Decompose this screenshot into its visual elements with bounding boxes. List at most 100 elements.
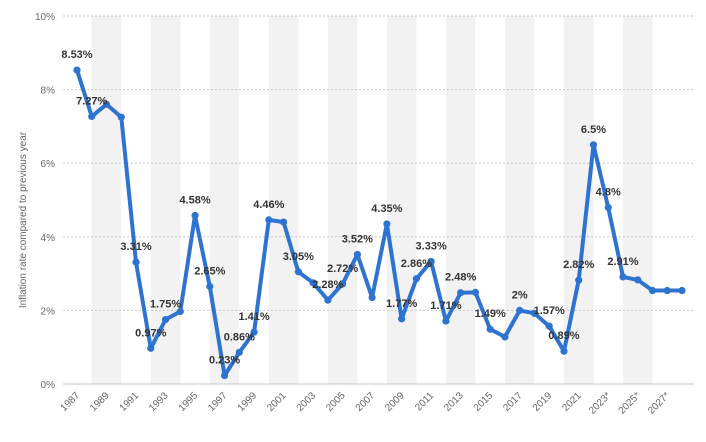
data-label: 8.53% [61,49,92,61]
data-point[interactable] [250,328,258,336]
data-point[interactable] [412,275,420,283]
data-label: 2.91% [607,256,638,268]
data-point[interactable] [427,257,435,266]
data-point[interactable] [220,371,229,380]
x-tick-label: 2021 [560,390,584,414]
background-band [209,16,240,384]
data-label: 1.71% [430,300,461,312]
data-label: 7.27% [76,95,107,107]
data-point[interactable] [324,296,332,304]
background-band [386,16,417,384]
x-tick-label: 2007 [354,390,378,414]
background-band [268,16,299,384]
data-point[interactable] [648,286,657,295]
data-point[interactable] [501,333,509,341]
data-label: 0.89% [548,330,579,342]
x-axis-ticks: 1987 1989 1991 1993 1995 1997 1999 2001 2003 2005… [59,390,673,417]
data-point[interactable] [73,66,81,74]
data-label: 2.82% [563,259,594,271]
data-point[interactable] [663,286,671,295]
y-axis-label: Inflation rate compared to previous year [18,131,29,308]
data-label: 4.58% [179,194,210,206]
data-point[interactable] [88,112,96,121]
data-label: 4.8% [596,186,621,198]
data-point[interactable] [339,280,347,288]
x-tick-label: 1999 [236,390,260,414]
x-tick-label: 2003 [295,390,319,414]
data-point[interactable] [589,141,598,149]
x-tick-label: 2011 [413,390,436,413]
data-label: 2.86% [401,258,432,270]
x-tick-label: 2015 [472,390,496,414]
data-point[interactable] [265,216,273,224]
data-label: 2.28% [312,279,343,291]
data-point[interactable] [530,309,539,317]
data-point[interactable] [176,307,184,316]
data-point[interactable] [471,288,480,296]
x-tick-label: 1993 [147,390,171,414]
y-tick-label: 4% [41,233,56,244]
x-tick-label: 1995 [177,390,201,414]
x-tick-label: 2001 [265,390,289,414]
data-point[interactable] [486,325,494,333]
data-point[interactable] [383,220,391,228]
x-tick-label: 1991 [118,390,142,414]
data-point[interactable] [619,273,627,281]
data-point[interactable] [117,113,125,121]
y-tick-label: 2% [41,306,56,317]
data-label: 0.23% [209,355,240,367]
data-point[interactable] [368,293,376,302]
data-label: 4.35% [371,203,402,215]
data-points [73,66,686,380]
x-tick-label: 2027* [646,390,672,416]
data-point[interactable] [575,276,583,284]
y-tick-label: 10% [35,12,55,23]
x-tick-label: 2005 [324,390,348,414]
background-band [445,16,476,384]
data-point[interactable] [457,289,465,297]
data-point[interactable] [604,203,612,211]
data-label: 2.48% [445,272,476,284]
x-tick-label: 2019 [531,390,555,414]
data-point[interactable] [102,100,111,108]
x-tick-label: 1989 [88,390,112,414]
data-point[interactable] [309,279,317,287]
data-point[interactable] [516,306,524,314]
data-label: 3.31% [120,241,151,253]
x-tick-label: 1997 [206,390,230,414]
data-point[interactable] [545,322,553,330]
background-band [327,16,358,384]
data-labels: 8.53% 7.27% 3.31% 0.97% 1.75% 4.58% 2.65% 0.23%… [61,49,638,366]
data-point[interactable] [132,258,140,266]
x-tick-label: 1987 [59,390,83,414]
data-point[interactable] [161,316,170,324]
data-point[interactable] [634,276,642,284]
data-label: 1.77% [386,298,417,310]
x-tick-label: 2009 [383,390,407,414]
y-tick-label: 8% [41,86,56,97]
data-label: 3.52% [342,233,373,245]
data-label: 3.33% [416,240,447,252]
data-point[interactable] [279,218,288,226]
data-label: 0.86% [224,331,255,343]
background-band [91,16,122,384]
data-point[interactable] [398,315,406,323]
gridlines [63,15,694,385]
x-tick-label: 2025* [617,390,643,416]
data-point[interactable] [560,347,568,355]
data-point[interactable] [678,286,686,295]
data-point[interactable] [206,282,214,291]
data-point[interactable] [294,268,302,276]
data-point[interactable] [235,348,243,356]
data-point[interactable] [353,250,361,259]
data-label: 2.65% [194,265,225,277]
data-point[interactable] [147,344,155,352]
data-point[interactable] [191,211,199,220]
y-axis-ticks: 0% 2% 4% 6% 8% 10% [35,12,55,391]
data-label: 0.97% [135,327,166,339]
x-tick-label: 2023* [587,390,613,416]
data-label: 4.46% [253,199,284,211]
data-label: 3.05% [283,251,314,263]
data-point[interactable] [442,317,450,325]
background-band [504,16,535,384]
